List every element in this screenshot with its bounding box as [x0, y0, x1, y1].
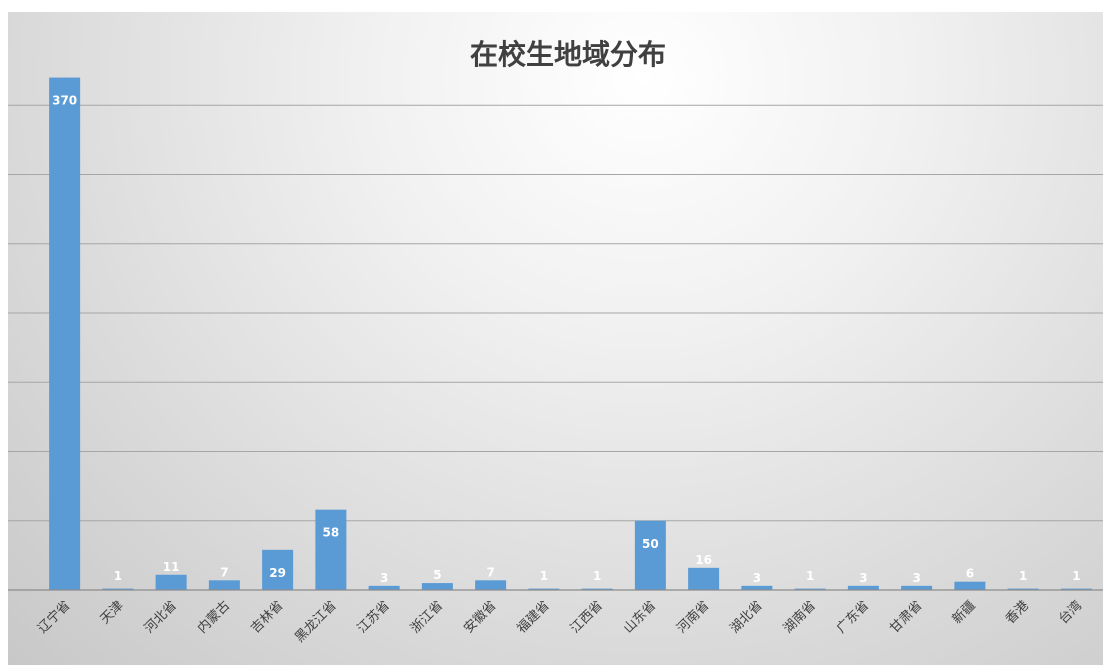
category-label-5: 吉林省 [248, 598, 286, 636]
data-label-13: 16 [695, 553, 712, 567]
bar-chart: 在校生地域分布 370111 7 29583 5 7 1 150163 1 3 3 6 1 1 辽宁省天… [8, 38, 1103, 646]
category-label-17: 甘肃省 [887, 598, 925, 636]
category-label-11: 江西省 [568, 598, 606, 636]
bar-1 [49, 77, 81, 591]
bar-14 [741, 585, 773, 590]
category-label-3: 河北省 [142, 598, 180, 636]
data-label-7: 3 [380, 571, 388, 585]
data-label-15: 1 [806, 569, 814, 583]
data-label-20: 1 [1072, 569, 1080, 583]
top-strip-cropped-header [0, 0, 1103, 12]
data-label-17: 3 [912, 571, 920, 585]
data-label-3: 11 [163, 560, 180, 574]
data-label-2: 1 [114, 569, 122, 583]
bar-8 [421, 583, 453, 590]
bar-15 [794, 588, 826, 590]
data-label-1: 370 [52, 94, 77, 108]
bar-19 [1007, 588, 1039, 590]
data-label-9: 7 [486, 565, 494, 579]
category-label-9: 安徽省 [461, 598, 499, 636]
category-label-16: 广东省 [834, 598, 872, 636]
category-label-15: 湖南省 [780, 598, 819, 637]
data-label-8: 5 [433, 568, 441, 582]
bar-3 [155, 574, 187, 590]
bar-10 [528, 588, 560, 590]
bar-12 [634, 520, 666, 590]
bar-4 [208, 580, 240, 590]
category-label-2: 天津 [98, 598, 127, 627]
bar-5 [262, 549, 294, 590]
category-label-1: 辽宁省 [35, 598, 74, 637]
data-label-18: 6 [966, 567, 974, 581]
data-label-14: 3 [753, 571, 761, 585]
category-label-7: 江苏省 [354, 598, 393, 637]
bar-16 [847, 585, 879, 590]
data-label-5: 29 [269, 566, 286, 580]
data-label-11: 1 [593, 569, 601, 583]
data-label-16: 3 [859, 571, 867, 585]
bar-2 [102, 588, 134, 590]
data-label-4: 7 [220, 565, 228, 579]
category-label-13: 河南省 [674, 598, 713, 637]
bar-9 [475, 580, 507, 590]
category-label-8: 浙江省 [408, 598, 446, 636]
bar-7 [368, 585, 400, 590]
data-label-10: 1 [540, 569, 548, 583]
data-label-6: 58 [323, 526, 340, 540]
category-labels: 辽宁省 天津 河北省 内蒙古 吉林省 黑龙江省 江苏省 浙江省 安徽省 福建省 江西省 山东省 河南省湖… [35, 598, 1086, 646]
category-label-18: 新疆 [949, 598, 979, 628]
category-label-12: 山东省 [621, 598, 659, 636]
data-label-12: 50 [642, 537, 659, 551]
chart-title: 在校生地域分布 [470, 38, 666, 71]
category-label-20: 台湾 [1055, 598, 1085, 628]
category-label-4: 内蒙古 [194, 598, 233, 637]
chart-area: 在校生地域分布 370 1 11 7 29 58 3 5 7 1 1 50 16 3 1 3 3 6 1 1 辽宁省天… [8, 12, 1103, 665]
category-label-19: 香港 [1003, 598, 1032, 627]
bar-17 [901, 585, 933, 590]
category-label-14: 湖北省 [728, 598, 766, 636]
bar-6 [315, 509, 347, 590]
data-label-19: 1 [1019, 569, 1027, 583]
category-label-10: 福建省 [515, 598, 553, 636]
category-label-6: 黑龙江省 [292, 598, 339, 645]
bar-20 [1060, 588, 1092, 590]
bar-11 [581, 588, 613, 590]
bars [49, 77, 1092, 591]
gridlines [8, 104, 1103, 522]
bar-13 [688, 567, 720, 590]
bar-18 [954, 581, 986, 590]
